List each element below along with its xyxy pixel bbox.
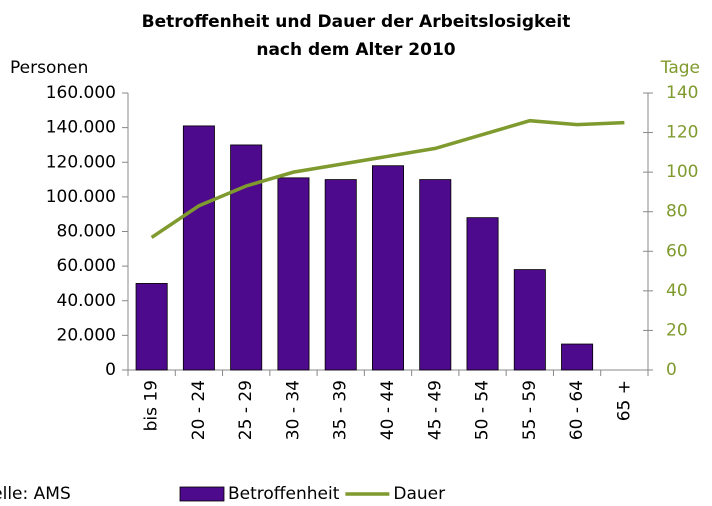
y-axis-label: Personen <box>10 58 88 78</box>
y2-tick-label: 40 <box>666 281 688 301</box>
x-tick-label: 20 - 24 <box>189 380 209 440</box>
chart-title: nach dem Alter 2010 <box>256 40 455 60</box>
bar <box>135 283 168 371</box>
y2-tick-label: 60 <box>666 241 688 261</box>
x-tick-label: 35 - 39 <box>331 380 351 440</box>
x-tick-label: 65 + <box>614 380 634 421</box>
bar <box>561 343 594 371</box>
x-tick-label: 55 - 59 <box>520 380 540 440</box>
bar <box>371 165 404 371</box>
y2-tick-label: 100 <box>666 162 698 182</box>
y-tick-label: 0 <box>105 360 116 380</box>
legend-swatch <box>179 486 225 502</box>
legend-label: Dauer <box>393 484 445 504</box>
bar <box>419 179 452 371</box>
y-tick-label: 160.000 <box>46 83 116 103</box>
y2-axis-label: Tage <box>660 58 700 78</box>
x-tick-label: 60 - 64 <box>567 380 587 440</box>
bar <box>182 125 215 371</box>
bar <box>513 269 546 371</box>
y-tick-label: 80.000 <box>57 222 116 242</box>
source: Quelle: AMS <box>0 484 71 504</box>
y-tick-label: 100.000 <box>46 187 116 207</box>
legend-label: Betroffenheit <box>228 484 340 504</box>
y2-tick-label: 20 <box>666 320 688 340</box>
chart-title: Betroffenheit und Dauer der Arbeitslosig… <box>142 12 571 32</box>
y-tick-label: 40.000 <box>57 291 116 311</box>
y2-tick-label: 140 <box>666 83 698 103</box>
bar <box>277 177 310 371</box>
y-tick-label: 120.000 <box>46 152 116 172</box>
bar <box>230 144 263 371</box>
line <box>150 118 625 239</box>
y2-tick-label: 120 <box>666 123 698 143</box>
x-tick-label: 25 - 29 <box>236 380 256 440</box>
y2-tick-label: 80 <box>666 202 688 222</box>
y-tick-label: 140.000 <box>46 118 116 138</box>
bar <box>466 217 499 371</box>
y-tick-label: 20.000 <box>57 325 116 345</box>
x-tick-label: 50 - 54 <box>473 380 493 440</box>
bar <box>324 179 357 371</box>
x-tick-label: bis 19 <box>142 380 162 431</box>
y2-tick-label: 0 <box>666 360 677 380</box>
x-tick-label: 30 - 34 <box>283 380 303 440</box>
y-tick-label: 60.000 <box>57 256 116 276</box>
x-tick-label: 45 - 49 <box>425 380 445 440</box>
x-tick-label: 40 - 44 <box>378 380 398 440</box>
